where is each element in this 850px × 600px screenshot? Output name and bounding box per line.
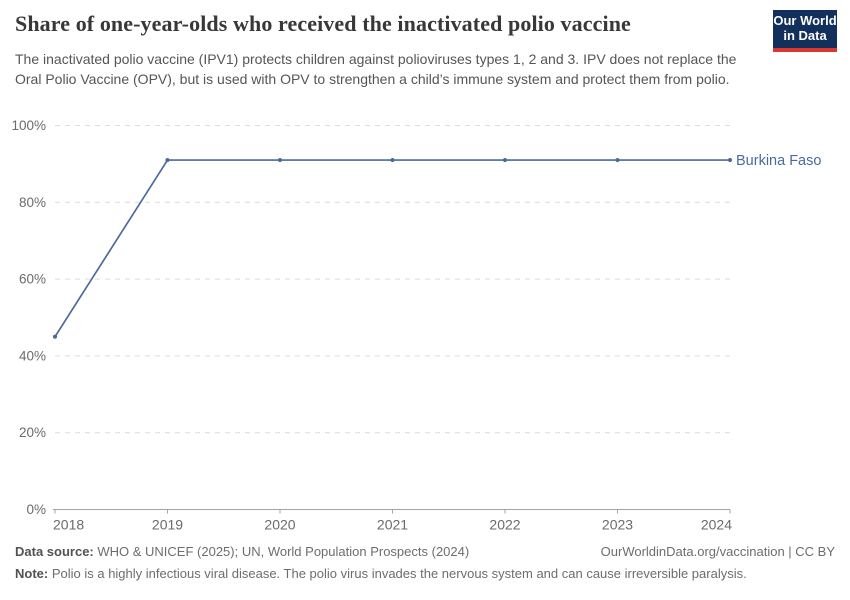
y-axis-tick-label: 100% <box>11 118 46 133</box>
y-axis-tick-label: 40% <box>19 348 46 363</box>
x-axis-tick-label: 2021 <box>377 517 408 533</box>
series-entity-label[interactable]: Burkina Faso <box>736 153 821 169</box>
y-axis-tick-label: 20% <box>19 425 46 440</box>
data-source-label: Data source: <box>15 544 94 559</box>
data-source-text: Data source: WHO & UNICEF (2025); UN, Wo… <box>15 544 469 559</box>
x-axis-tick-label: 2023 <box>602 517 633 533</box>
y-axis-tick-label: 80% <box>19 195 46 210</box>
data-point-marker[interactable] <box>52 334 58 339</box>
data-point-marker[interactable] <box>165 157 170 163</box>
owid-logo-line1: Our World <box>773 13 837 29</box>
y-axis-tick-label: 60% <box>19 272 46 287</box>
chart-footer: Data source: WHO & UNICEF (2025); UN, Wo… <box>15 544 835 588</box>
x-axis-tick-label: 2022 <box>489 517 520 533</box>
data-source-value: WHO & UNICEF (2025); UN, World Populatio… <box>93 544 470 559</box>
data-point-marker[interactable] <box>502 157 508 163</box>
x-axis-tick-label: 2019 <box>152 517 183 533</box>
owid-logo-line2: in Data <box>783 28 827 43</box>
owid-license-link[interactable]: OurWorldinData.org/vaccination | CC BY <box>600 544 835 559</box>
data-point-marker[interactable] <box>277 157 283 163</box>
chart-subtitle: The inactivated polio vaccine (IPV1) pro… <box>15 51 737 88</box>
x-axis-tick-label: 2018 <box>53 517 84 533</box>
data-point-marker[interactable] <box>390 157 395 163</box>
data-point-marker[interactable] <box>615 157 620 163</box>
x-axis-tick-label: 2020 <box>264 517 295 533</box>
data-point-marker[interactable] <box>727 157 733 163</box>
note-text: Note: Polio is a highly infectious viral… <box>15 566 835 581</box>
owid-logo[interactable]: Our World in Data <box>773 10 837 52</box>
data-series-line[interactable] <box>54 159 731 338</box>
note-value: Polio is a highly infectious viral disea… <box>48 566 747 581</box>
note-label: Note: <box>15 566 49 581</box>
chart-title: Share of one-year-olds who received the … <box>15 11 631 36</box>
y-axis-tick-label: 0% <box>26 502 46 517</box>
x-axis-tick-label: 2024 <box>701 517 732 533</box>
